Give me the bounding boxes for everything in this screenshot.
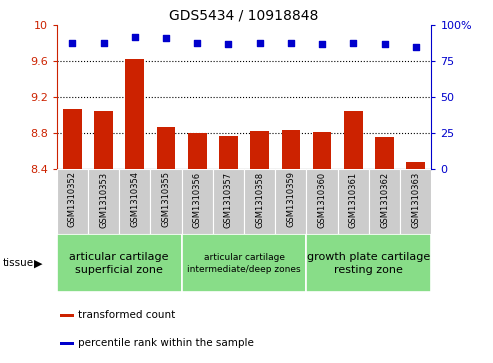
Text: GSM1310354: GSM1310354 [130, 171, 139, 227]
Bar [250, 131, 269, 169]
Bar [88, 169, 119, 234]
Point [100, 40, 107, 45]
Bar [400, 169, 431, 234]
Bar [338, 169, 369, 234]
Text: GSM1310358: GSM1310358 [255, 171, 264, 228]
Bar [344, 111, 363, 169]
Bar [275, 169, 307, 234]
Point [350, 40, 357, 45]
Text: articular cartilage
intermediate/deep zones: articular cartilage intermediate/deep zo… [187, 253, 301, 274]
Text: GSM1310357: GSM1310357 [224, 171, 233, 228]
Text: transformed count: transformed count [78, 310, 176, 320]
Text: percentile rank within the sample: percentile rank within the sample [78, 338, 254, 348]
Title: GDS5434 / 10918848: GDS5434 / 10918848 [170, 9, 318, 23]
Bar [125, 60, 144, 169]
Text: GSM1310359: GSM1310359 [286, 171, 295, 227]
Bar [181, 169, 213, 234]
Text: GSM1310361: GSM1310361 [349, 171, 358, 228]
Bar [157, 127, 176, 169]
Bar [61, 342, 73, 345]
Bar [307, 169, 338, 234]
Point [224, 41, 232, 47]
Text: GSM1310360: GSM1310360 [317, 171, 326, 228]
Bar [369, 169, 400, 234]
Bar [119, 169, 150, 234]
Bar [181, 234, 307, 292]
Point [287, 40, 295, 45]
Bar [375, 138, 394, 169]
Bar [313, 132, 331, 169]
Bar [307, 234, 431, 292]
Point [69, 40, 76, 45]
Bar [213, 169, 244, 234]
Bar [63, 109, 82, 169]
Text: GSM1310356: GSM1310356 [193, 171, 202, 228]
Point [193, 40, 201, 45]
Point [131, 34, 139, 40]
Bar [150, 169, 181, 234]
Point [381, 41, 388, 47]
Bar [57, 234, 181, 292]
Text: articular cartilage
superficial zone: articular cartilage superficial zone [70, 252, 169, 275]
Point [318, 41, 326, 47]
Point [412, 44, 420, 50]
Text: GSM1310352: GSM1310352 [68, 171, 77, 227]
Text: GSM1310355: GSM1310355 [162, 171, 171, 227]
Point [256, 40, 264, 45]
Bar [61, 314, 73, 317]
Text: tissue: tissue [2, 258, 34, 268]
Bar [94, 111, 113, 169]
Bar [219, 136, 238, 169]
Text: GSM1310362: GSM1310362 [380, 171, 389, 228]
Bar [282, 130, 300, 169]
Point [162, 36, 170, 41]
Text: GSM1310363: GSM1310363 [411, 171, 420, 228]
Bar [406, 162, 425, 169]
Bar [188, 133, 207, 169]
Text: growth plate cartilage
resting zone: growth plate cartilage resting zone [307, 252, 430, 275]
Text: GSM1310353: GSM1310353 [99, 171, 108, 228]
Bar [244, 169, 275, 234]
Text: ▶: ▶ [34, 258, 42, 268]
Bar [57, 169, 88, 234]
